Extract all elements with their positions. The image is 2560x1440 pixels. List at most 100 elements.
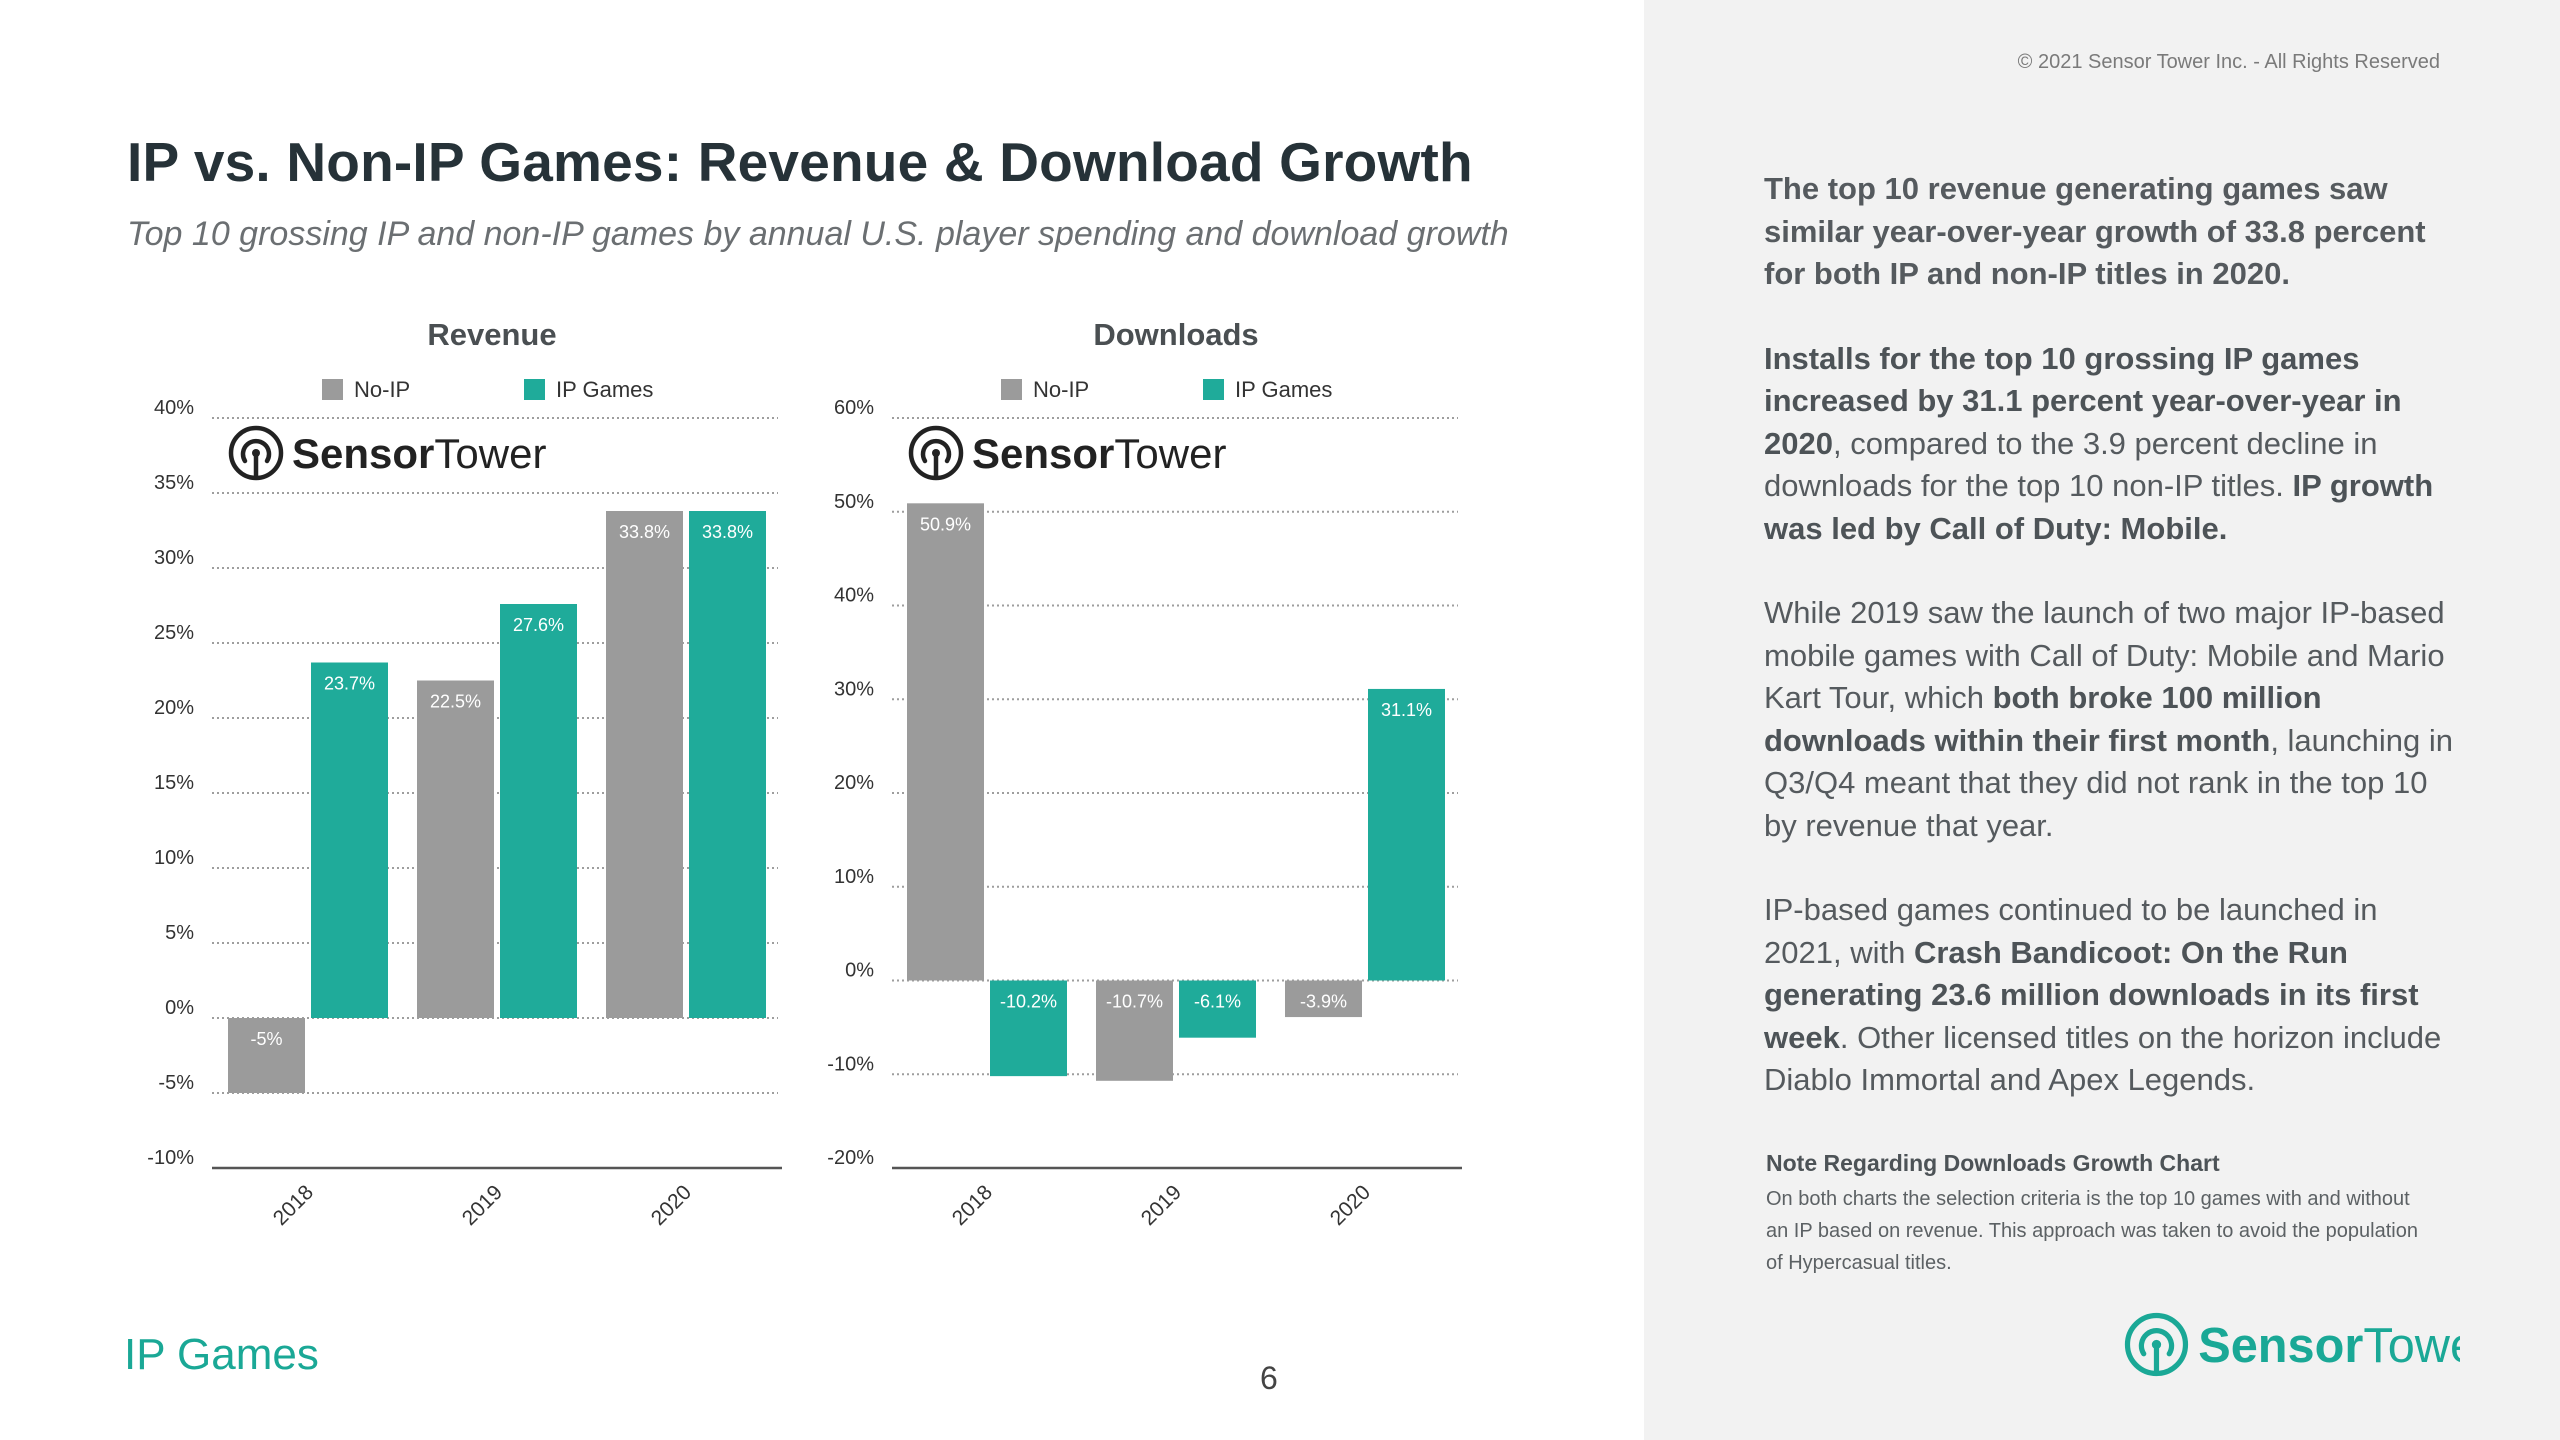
bar-no-ip-2020 (1285, 980, 1362, 1018)
copyright: © 2021 Sensor Tower Inc. - All Rights Re… (2017, 51, 2440, 73)
y-tick-label: 20% (834, 772, 874, 794)
x-tick-label: 2019 (458, 1181, 507, 1230)
y-tick-label: 35% (154, 472, 194, 494)
y-tick-label: 15% (154, 772, 194, 794)
logo-dot-icon (932, 449, 940, 457)
x-tick-label: 2020 (647, 1181, 696, 1230)
y-tick-label: 5% (165, 922, 194, 944)
logo-text-bold: Sensor (2198, 1319, 2363, 1373)
bar-ip-2020 (1368, 688, 1445, 981)
bar-label: -10.7% (1106, 992, 1163, 1012)
bar-label: 33.8% (702, 522, 753, 542)
page-subtitle: Top 10 grossing IP and non-IP games by a… (127, 215, 1509, 253)
legend-swatch-ip (524, 379, 545, 400)
chart-title: Revenue (427, 317, 556, 352)
bar-no-ip-2020 (606, 511, 683, 1018)
x-tick-label: 2020 (1326, 1181, 1375, 1230)
legend-swatch-no-ip (1001, 379, 1022, 400)
bar-label: -5% (250, 1029, 282, 1049)
chart-logo: SensorTower (228, 425, 546, 481)
y-tick-label: -20% (827, 1147, 874, 1169)
logo-text-regular: Tower (2363, 1319, 2460, 1373)
y-tick-label: 10% (154, 847, 194, 869)
y-tick-label: 10% (834, 866, 874, 888)
logo-dot-icon (2151, 1339, 2162, 1350)
logo-signal-icon (2138, 1328, 2175, 1357)
insight-4-text-b: . Other licensed titles on the horizon i… (1764, 1019, 2442, 1098)
insight-paragraph-1: The top 10 revenue generating games saw … (1764, 171, 2426, 291)
chart-logo: SensorTower (908, 425, 1226, 481)
bar-label: 23.7% (324, 674, 375, 694)
y-tick-label: 40% (154, 397, 194, 419)
insight-3-text-b: , launching in Q3/Q4 meant that they did… (1764, 722, 2453, 843)
logo-text-regular: Tower (1114, 430, 1226, 477)
y-tick-label: -10% (147, 1147, 194, 1169)
insight-4-text-a: IP-based games continued to be launched … (1764, 892, 2378, 970)
x-tick-label: 2018 (269, 1181, 318, 1230)
y-tick-label: 30% (834, 678, 874, 700)
insight-3-bold: both broke 100 million downloads within … (1764, 680, 2322, 758)
y-tick-label: -10% (827, 1053, 874, 1075)
logo-text-bold: Sensor (972, 430, 1114, 477)
note-body: On both charts the selection criteria is… (1766, 1188, 2418, 1274)
bar-no-ip-2019 (417, 680, 494, 1018)
bar-ip-2020 (689, 511, 766, 1018)
logo-text-regular: Tower (434, 430, 546, 477)
bar-ip-2018 (311, 662, 388, 1018)
footer-section-label: IP Games (124, 1330, 319, 1379)
insight-paragraph-4: IP-based games continued to be launched … (1764, 889, 2454, 1102)
bar-label: -10.2% (1000, 992, 1057, 1012)
logo-text: SensorTower (2198, 1319, 2460, 1373)
insight-2-bold-2: IP growth was led by Call of Duty: Mobil… (1764, 468, 2434, 546)
bar-no-ip-2018 (907, 503, 984, 981)
main-panel: IP vs. Non-IP Games: Revenue & Download … (124, 131, 1509, 1396)
note-title: Note Regarding Downloads Growth Chart (1766, 1150, 2220, 1176)
insights-text: The top 10 revenue generating games saw … (1764, 168, 2454, 1144)
y-tick-label: 60% (834, 397, 874, 419)
y-tick-label: 40% (834, 585, 874, 607)
insight-2-text: , compared to the 3.9 percent decline in… (1764, 425, 2378, 504)
bar-ip-2019 (1179, 980, 1256, 1038)
bar-ip-2019 (500, 604, 577, 1018)
legend-label-ip: IP Games (1235, 377, 1332, 402)
charts-canvas: Revenue No-IP IP Games 40% 35% 30% 25% 20% 15% 10… (147, 317, 1462, 1230)
y-tick-label: 50% (834, 491, 874, 513)
bar-label: 50.9% (920, 514, 971, 534)
bar-no-ip-2018 (228, 1018, 305, 1093)
footer-logo-mark: SensorTower (2124, 1312, 2460, 1377)
bar-label: 22.5% (430, 692, 481, 712)
bar-ip-2018 (990, 980, 1067, 1077)
y-tick-label: 20% (154, 697, 194, 719)
logo-text-bold: Sensor (292, 430, 434, 477)
y-tick-label: -5% (158, 1072, 194, 1094)
page-number: 6 (1260, 1360, 1278, 1396)
chart-title: Downloads (1093, 317, 1258, 352)
y-tick-label: 0% (845, 960, 874, 982)
insight-paragraph-2: Installs for the top 10 grossing IP game… (1764, 338, 2454, 551)
y-tick-label: 25% (154, 622, 194, 644)
chart-revenue: Revenue No-IP IP Games 40% 35% 30% 25% 20% 15% 10… (147, 317, 782, 1230)
logo-signal-icon (240, 438, 272, 464)
logo-signal-icon (920, 438, 952, 464)
bar-label: -3.9% (1300, 992, 1347, 1012)
insight-paragraph-3: While 2019 saw the launch of two major I… (1764, 592, 2454, 847)
bar-label: 27.6% (513, 615, 564, 635)
logo-dot-icon (252, 449, 260, 457)
legend-swatch-no-ip (322, 379, 343, 400)
legend-label-no-ip: No-IP (354, 377, 410, 402)
legend-swatch-ip (1203, 379, 1224, 400)
page-title: IP vs. Non-IP Games: Revenue & Download … (127, 131, 1473, 193)
insights-panel: © 2021 Sensor Tower Inc. - All Rights Re… (1644, 0, 2560, 1440)
logo-text: SensorTower (972, 430, 1226, 477)
insight-3-text-a: While 2019 saw the launch of two major I… (1764, 595, 2445, 715)
bar-no-ip-2019 (1096, 980, 1173, 1081)
y-tick-label: 30% (154, 547, 194, 569)
insight-2-bold: Installs for the top 10 grossing IP game… (1764, 340, 2402, 461)
x-tick-label: 2019 (1137, 1181, 1186, 1230)
footer-logo: SensorTower (2124, 1312, 2460, 1377)
legend-label-ip: IP Games (556, 377, 653, 402)
logo-text: SensorTower (292, 430, 546, 477)
y-tick-label: 0% (165, 997, 194, 1019)
insight-4-bold: Crash Bandicoot: On the Run generating 2… (1764, 934, 2419, 1055)
